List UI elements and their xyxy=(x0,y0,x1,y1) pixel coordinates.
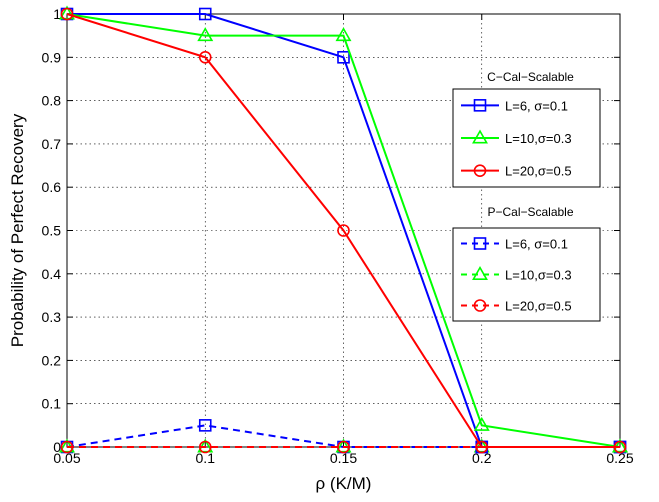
data-point-triangle xyxy=(335,438,352,453)
data-point-circle xyxy=(337,440,350,454)
data-point-square xyxy=(473,99,487,112)
y-tick-label: 0.1 xyxy=(42,396,62,412)
data-point-circle xyxy=(473,164,487,177)
x-axis-label: ρ (K/M) xyxy=(316,474,372,493)
data-point-triangle xyxy=(612,438,628,453)
legend-label: L=20,σ=0.5 xyxy=(505,164,572,179)
y-tick-label: 0.8 xyxy=(42,93,62,109)
legend-label: L=6, σ=0.1 xyxy=(505,98,568,113)
y-tick-label: 0.4 xyxy=(42,266,62,282)
legend-label: L=10,σ=0.3 xyxy=(505,131,572,146)
y-tick-label: 0.3 xyxy=(42,309,62,325)
data-point-triangle xyxy=(59,5,75,20)
series-layer xyxy=(59,5,628,454)
data-point-square xyxy=(198,7,212,21)
x-tick-label: 0.25 xyxy=(606,450,633,466)
series-1 xyxy=(59,5,628,453)
legend-label: L=6, σ=0.1 xyxy=(505,237,568,252)
y-tick-label: 0.2 xyxy=(42,352,62,368)
data-point-triangle xyxy=(335,27,352,42)
data-point-circle xyxy=(613,440,627,454)
x-tick-label: 0.15 xyxy=(330,450,357,466)
series-line xyxy=(66,13,620,448)
data-point-circle xyxy=(475,440,489,454)
data-point-triangle xyxy=(473,438,490,453)
data-point-circle xyxy=(60,440,74,454)
y-tick-label: 1 xyxy=(53,6,61,22)
data-point-triangle xyxy=(472,266,488,280)
x-tick-label: 0.2 xyxy=(472,450,492,466)
legend-layer: C−Cal−Scalable L=6, σ=0.1 L=10,σ=0.3 L=20,σ… xyxy=(452,70,601,322)
data-point-triangle xyxy=(473,416,490,431)
y-tick-label: 0 xyxy=(53,439,61,455)
legend-label: L=20,σ=0.5 xyxy=(505,299,572,314)
data-point-square xyxy=(198,419,212,432)
data-point-triangle xyxy=(472,129,488,144)
y-axis-label: Probability of Perfect Recovery xyxy=(8,113,27,347)
data-point-circle xyxy=(198,440,212,454)
y-tick-label: 0.7 xyxy=(42,136,62,152)
data-point-triangle xyxy=(197,27,214,42)
series-line xyxy=(66,13,621,448)
data-point-circle xyxy=(473,299,487,312)
data-point-circle xyxy=(337,224,350,237)
legend-title: C−Cal−Scalable xyxy=(487,70,574,84)
series-2 xyxy=(60,7,627,454)
y-tick-label: 0.6 xyxy=(42,179,62,195)
data-point-circle xyxy=(60,7,74,21)
legend-title: P−Cal−Scalable xyxy=(487,205,573,219)
y-tick-label: 0.5 xyxy=(42,223,62,239)
x-tick-label: 0.1 xyxy=(196,450,216,466)
data-point-circle xyxy=(198,50,212,64)
y-tick-label: 0.9 xyxy=(42,49,62,65)
data-point-triangle xyxy=(197,438,214,453)
data-point-square xyxy=(337,50,350,64)
x-tick-label: 0.05 xyxy=(53,450,80,466)
legend-label: L=10,σ=0.3 xyxy=(505,268,572,283)
data-point-square xyxy=(473,237,487,250)
data-point-triangle xyxy=(59,438,75,453)
